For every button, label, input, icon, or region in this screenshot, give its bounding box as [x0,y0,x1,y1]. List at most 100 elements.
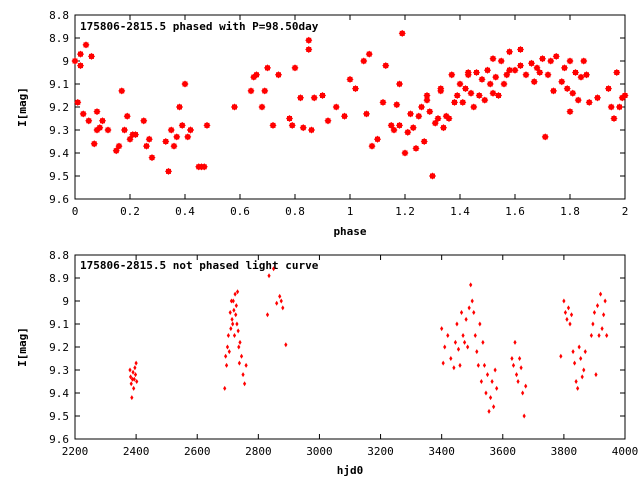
data-point [516,379,520,384]
data-point [458,362,462,368]
data-point [522,71,530,79]
x-tick-label: 0 [72,205,79,218]
data-point [493,367,497,373]
data-point [351,85,360,93]
data-point [568,321,572,327]
data-point [360,57,368,65]
data-point [563,310,568,315]
data-point [510,356,514,361]
data-point [613,68,621,77]
data-point [274,71,283,79]
data-point [505,48,514,56]
data-point [225,344,230,350]
data-point [472,68,481,77]
data-point [511,362,516,368]
data-point [455,321,459,327]
data-point [167,126,175,134]
data-point [580,57,588,65]
data-point [93,126,101,134]
x-tick-label: 0.4 [175,205,195,218]
x-tick-label: 3400 [428,445,455,458]
x-tick-label: 2800 [245,445,272,458]
data-point [437,85,445,93]
data-point [492,73,500,81]
data-point [133,365,137,371]
data-point [443,344,447,350]
data-point [569,89,577,97]
data-point [456,346,461,352]
data-point [431,119,439,127]
data-point [263,64,272,72]
data-point [237,344,241,350]
data-point [164,167,173,175]
data-point [237,360,241,366]
data-point [346,75,354,83]
y-tick-label: 9.4 [49,147,69,160]
x-tick-label: 1.6 [505,205,525,218]
data-point [558,78,566,86]
data-point [582,71,591,79]
data-point [142,142,151,150]
data-point [296,94,305,102]
data-point [470,298,474,304]
data-point [565,316,569,322]
data-point [340,112,349,120]
data-point [140,117,148,125]
data-point [505,66,514,74]
data-point [566,108,574,116]
data-point [242,381,247,387]
data-point [582,367,586,373]
raw-axis-ticks: 2200 2400 2600 2800 3000 3200 3400 3600 3800 4000… [49,249,638,458]
y-tick-label: 9 [62,295,69,308]
data-point [234,303,238,309]
data-point [318,91,327,100]
data-point [131,131,140,139]
data-point [415,112,423,120]
data-point [203,121,211,129]
data-point [305,36,313,44]
data-point [186,126,195,134]
data-point [393,101,401,109]
data-point [74,98,82,106]
data-point [310,94,318,102]
data-point [459,310,464,315]
y-tick-label: 8.8 [49,9,69,22]
x-tick-label: 1.4 [450,205,470,218]
data-point [593,94,602,102]
data-point [524,383,528,389]
data-point [252,71,261,79]
data-point [131,369,135,375]
phased-plot-panel: 0 0.2 0.4 0.6 0.8 1 1.2 1.4 1.6 1.8 2 8.8 8.9 9 9.1 9.2… [16,9,629,238]
data-point [404,128,412,136]
data-point [607,103,615,111]
data-point [232,307,236,313]
phased-axis-ticks: 0 0.2 0.4 0.6 0.8 1 1.2 1.4 1.6 1.8 2 8.8 8.9 9 9.1 9.2… [49,9,628,218]
x-tick-label: 0.6 [230,205,250,218]
data-point [580,374,584,380]
data-point [482,362,487,368]
data-point [226,333,230,338]
data-point [272,266,276,272]
data-point [178,121,186,129]
data-point [162,137,170,146]
data-point [170,142,178,150]
y-tick-label: 9.2 [49,341,69,354]
x-tick-label: 2200 [62,445,89,458]
y-tick-label: 9.5 [49,410,69,423]
data-point [544,71,552,79]
data-point [562,298,566,304]
data-point [576,385,580,391]
data-point [579,356,583,361]
x-tick-label: 3800 [551,445,578,458]
data-point [130,395,134,401]
data-point [135,379,139,384]
data-point [459,98,467,106]
data-point [235,321,239,327]
data-point [519,365,523,371]
data-point [395,121,404,129]
data-point [133,372,138,378]
data-point [445,114,453,123]
data-point [574,96,582,104]
